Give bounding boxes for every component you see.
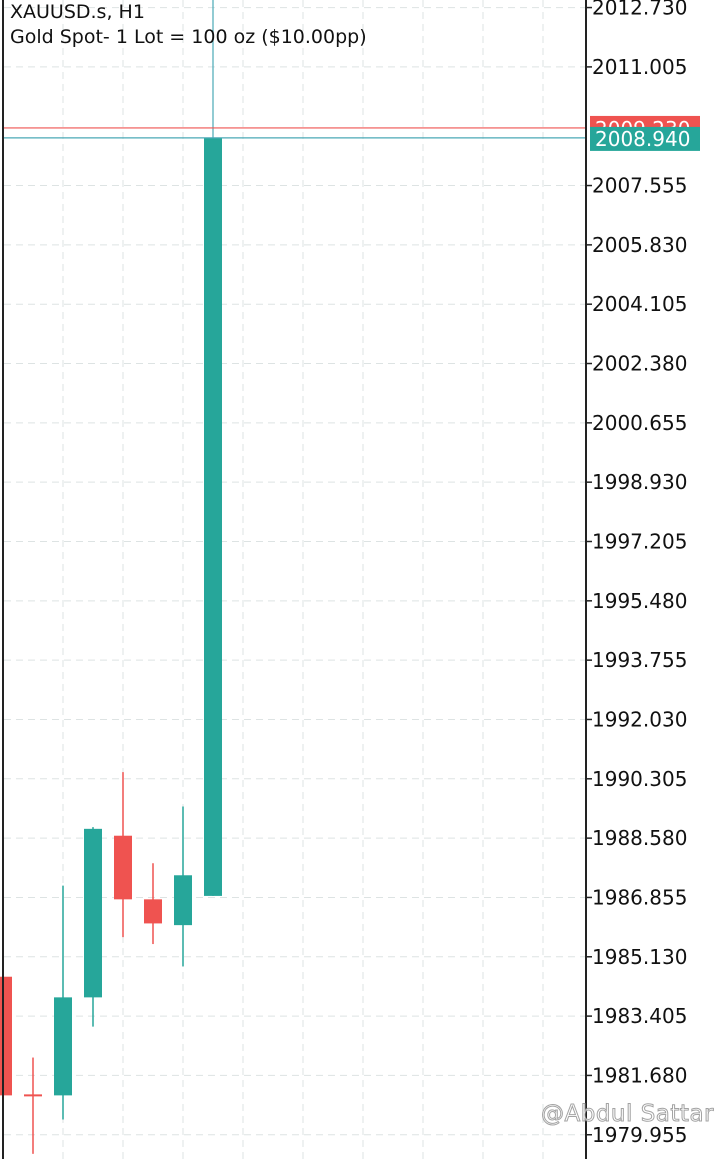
candle-bullish xyxy=(54,885,72,1120)
candle-body xyxy=(84,828,102,998)
watermark: @Abdul Sattar xyxy=(541,1101,715,1128)
candle-bullish xyxy=(174,806,192,967)
candle-bullish xyxy=(84,827,102,1027)
candle-bearish xyxy=(0,976,12,1096)
chart-grid xyxy=(4,0,586,1159)
price-axis[interactable]: 2012.730 2011.005 2007.555 2005.830 2004.105… xyxy=(2,0,687,1159)
y-tick-label: 1993.755 xyxy=(592,648,687,672)
y-tick-label: 1998.930 xyxy=(592,470,687,494)
y-tick-label: 2012.730 xyxy=(592,0,687,20)
price-labels: 2009.2302008.940 xyxy=(590,115,700,151)
y-tick-label: 2005.830 xyxy=(592,233,687,257)
y-tick-label: 1981.680 xyxy=(592,1063,687,1087)
y-tick-label: 1986.855 xyxy=(592,885,687,909)
y-tick-label: 2000.655 xyxy=(592,411,687,435)
candle-body xyxy=(114,835,132,900)
y-tick-label: 1983.405 xyxy=(592,1004,687,1028)
candle-body xyxy=(0,976,12,1096)
candles xyxy=(0,137,222,1154)
y-tick-label: 2004.105 xyxy=(592,292,687,316)
y-tick-label: 1979.955 xyxy=(592,1123,687,1147)
candle-bearish xyxy=(144,863,162,945)
y-tick-label: 1997.205 xyxy=(592,529,687,553)
candle-body xyxy=(204,137,222,896)
y-tick-label: 2002.380 xyxy=(592,352,687,376)
y-tick-label: 1990.305 xyxy=(592,767,687,791)
y-tick-label: 2011.005 xyxy=(592,55,687,79)
candle-body xyxy=(54,997,72,1096)
y-tick-label: 1995.480 xyxy=(592,589,687,613)
symbol-description: Gold Spot- 1 Lot = 100 oz ($10.00pp) xyxy=(10,26,367,48)
y-tick-label: 1992.030 xyxy=(592,707,687,731)
price-lines xyxy=(4,0,586,139)
bid-price-label-bg xyxy=(590,126,700,151)
y-tick-label: 1985.130 xyxy=(592,945,687,969)
candle-body xyxy=(174,875,192,926)
candle-bullish xyxy=(204,137,222,896)
candle-body xyxy=(144,899,162,924)
y-tick-label: 1988.580 xyxy=(592,826,687,850)
y-tick-label: 2007.555 xyxy=(592,174,687,198)
candle-bearish xyxy=(114,772,132,938)
symbol-timeframe-label: XAUUSD.s, H1 xyxy=(10,1,145,23)
candle-bearish xyxy=(24,1057,42,1154)
bid-price-label: 2008.940 xyxy=(595,127,690,151)
